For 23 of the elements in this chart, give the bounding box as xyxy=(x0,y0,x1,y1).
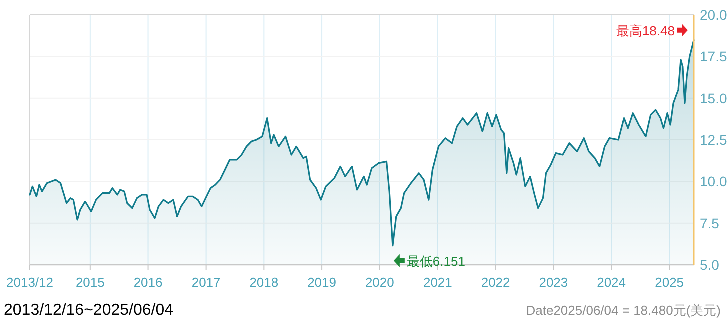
x-tick-label: 2019 xyxy=(308,275,337,290)
y-tick-label: 10.0 xyxy=(700,174,727,190)
y-tick-label: 15.0 xyxy=(700,90,727,106)
x-tick-label: 2021 xyxy=(423,275,452,290)
x-tick-label: 2024 xyxy=(597,275,626,290)
text: Date2025/06/04 = 18.480元(美元) xyxy=(526,303,721,318)
annotation: 最高18.48 xyxy=(616,23,675,38)
x-tick-label: 2015 xyxy=(76,275,105,290)
x-tick-label: 2025 xyxy=(655,275,684,290)
y-tick-label: 20.0 xyxy=(700,7,727,23)
y-tick-label: 17.5 xyxy=(700,48,727,65)
x-tick-label: 2018 xyxy=(250,275,279,290)
y-tick-label: 12.5 xyxy=(700,132,727,148)
x-tick-label: 2013/12 xyxy=(6,275,54,290)
y-tick-label: 5.0 xyxy=(700,257,720,273)
x-tick-label: 2022 xyxy=(481,275,510,290)
x-tick-label: 2020 xyxy=(365,275,394,290)
annotation: 最低6.151 xyxy=(406,254,466,269)
x-tick-label: 2016 xyxy=(134,275,163,290)
x-tick-label: 2017 xyxy=(192,275,221,290)
x-tick-label: 2023 xyxy=(539,275,568,290)
text: 2013/12/16~2025/06/04 xyxy=(4,302,174,319)
y-tick-label: 7.5 xyxy=(700,215,720,232)
